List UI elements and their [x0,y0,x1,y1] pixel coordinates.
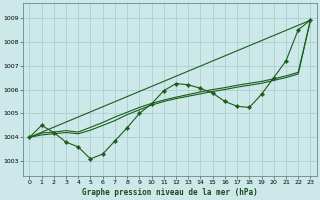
X-axis label: Graphe pression niveau de la mer (hPa): Graphe pression niveau de la mer (hPa) [82,188,258,197]
